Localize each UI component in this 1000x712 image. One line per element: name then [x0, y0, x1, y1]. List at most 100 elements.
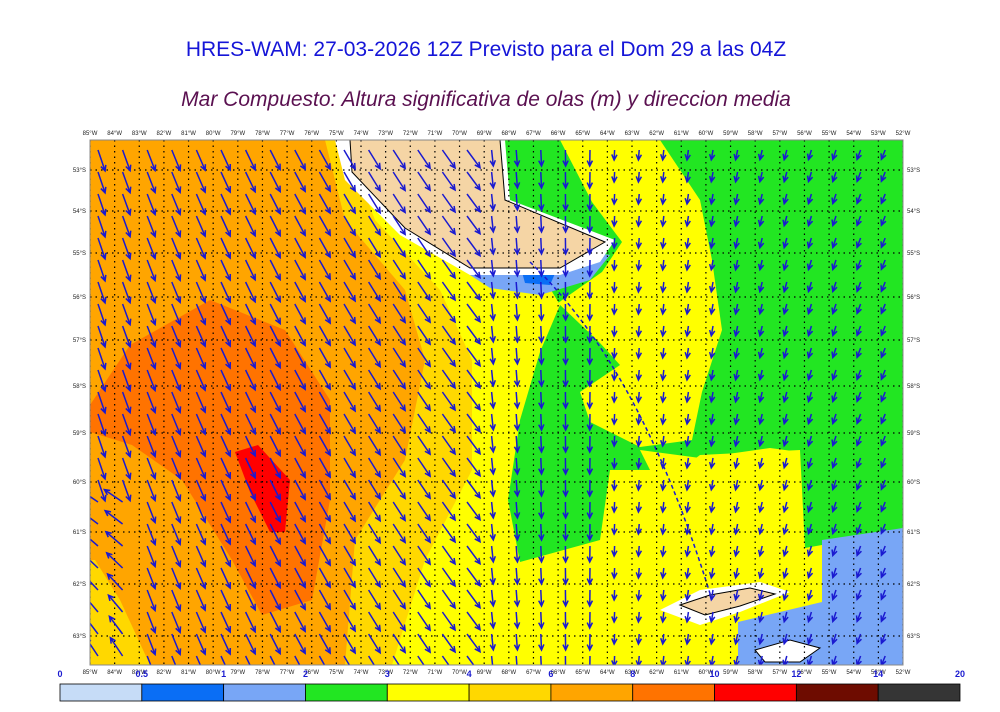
- arrow: [269, 325, 281, 348]
- arrow: [90, 601, 99, 613]
- arrow: [586, 303, 594, 322]
- arrow: [318, 193, 332, 215]
- arrow: [635, 501, 643, 514]
- arrow: [538, 457, 545, 476]
- arrow: [367, 347, 382, 369]
- arrow: [611, 435, 618, 448]
- arrow: [635, 303, 643, 316]
- arrow: [635, 171, 643, 184]
- lon-label: 75°W: [329, 670, 344, 676]
- arrow: [659, 391, 667, 404]
- arrow: [757, 633, 765, 646]
- arrow: [635, 457, 643, 470]
- arrow: [538, 413, 545, 432]
- arrow: [880, 567, 887, 579]
- arrow: [757, 567, 765, 580]
- lat-label: 54°S: [73, 209, 86, 215]
- arrow: [611, 171, 618, 184]
- arrow: [441, 171, 457, 192]
- arrow: [513, 413, 521, 432]
- arrow: [611, 325, 618, 338]
- arrow: [244, 611, 256, 634]
- arrow: [684, 369, 691, 382]
- arrow: [392, 215, 407, 236]
- arrow: [586, 391, 594, 410]
- arrow: [171, 523, 182, 546]
- arrow: [466, 171, 482, 192]
- arrow: [586, 435, 594, 454]
- arrow: [294, 303, 306, 325]
- wave-arrows: [90, 149, 887, 665]
- arrow: [441, 523, 457, 544]
- arrow: [121, 479, 132, 503]
- arrow: [220, 655, 226, 665]
- arrow: [294, 391, 306, 413]
- arrow: [806, 325, 814, 338]
- arrow: [107, 593, 124, 613]
- arrow: [269, 193, 281, 216]
- arrow: [244, 545, 256, 568]
- arrow: [611, 523, 618, 536]
- arrow: [806, 523, 814, 536]
- arrow: [586, 347, 594, 366]
- arrow: [589, 655, 591, 665]
- arrow: [586, 611, 594, 630]
- arrow: [269, 369, 281, 392]
- arrow: [489, 567, 497, 586]
- arrow: [635, 281, 643, 294]
- arrow: [757, 413, 765, 426]
- arrow: [318, 545, 332, 567]
- arrow: [562, 391, 569, 410]
- arrow: [103, 509, 124, 525]
- lon-label: 81°W: [181, 131, 196, 137]
- arrow: [367, 237, 382, 259]
- lon-label: 74°W: [354, 670, 369, 676]
- arrow: [343, 501, 357, 523]
- arrow: [269, 457, 281, 480]
- arrow: [684, 633, 691, 646]
- arrow: [220, 413, 232, 436]
- arrow: [659, 545, 667, 558]
- arrow: [806, 413, 814, 426]
- arrow: [782, 611, 789, 624]
- arrow: [880, 391, 887, 403]
- arrow: [367, 633, 382, 655]
- lat-label: 58°S: [907, 384, 920, 390]
- arrow: [562, 523, 569, 542]
- arrow: [635, 589, 643, 602]
- arrow: [220, 303, 232, 326]
- arrow: [343, 655, 351, 665]
- arrow: [611, 281, 618, 294]
- arrow: [269, 237, 281, 260]
- lon-label: 81°W: [181, 670, 196, 676]
- arrow: [562, 347, 569, 366]
- arrow: [659, 215, 667, 228]
- arrow: [635, 479, 643, 492]
- arrow: [417, 259, 432, 280]
- arrow: [880, 347, 887, 359]
- arrow: [97, 369, 107, 393]
- arrow: [269, 479, 281, 502]
- arrow: [417, 655, 425, 665]
- arrow: [586, 457, 594, 476]
- arrow: [831, 457, 838, 470]
- arrow: [659, 567, 667, 580]
- arrow: [244, 523, 256, 546]
- lon-label: 53°W: [871, 131, 886, 137]
- arrow: [855, 325, 862, 337]
- arrow: [806, 611, 814, 624]
- arrow: [513, 435, 521, 454]
- arrow: [417, 523, 432, 544]
- arrow: [417, 589, 432, 610]
- arrow: [684, 589, 691, 602]
- arrow: [220, 501, 232, 524]
- arrow: [635, 215, 643, 228]
- arrow: [318, 479, 332, 501]
- arrow: [244, 237, 256, 260]
- colorbar-label: 3: [385, 669, 390, 679]
- arrow: [757, 369, 765, 382]
- arrow: [855, 589, 862, 601]
- arrow: [466, 523, 482, 544]
- arrow: [146, 413, 157, 437]
- arrow: [562, 215, 569, 234]
